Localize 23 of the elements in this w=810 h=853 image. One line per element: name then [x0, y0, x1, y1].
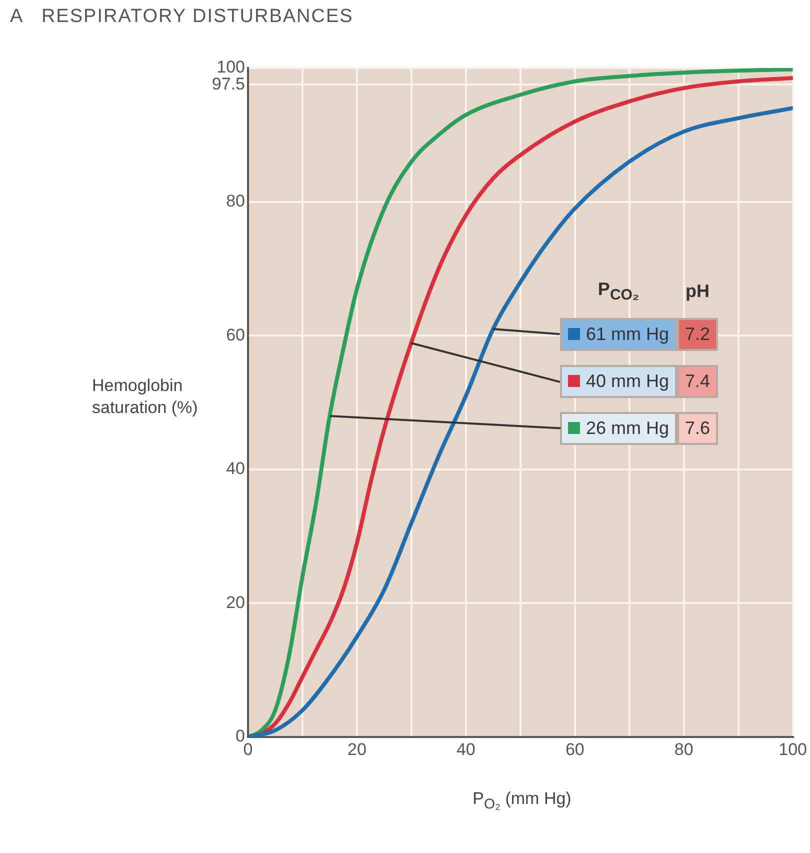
- legend-title: P$_{CO₂}$: [596, 279, 640, 304]
- y-tick-label: 97.5: [212, 74, 245, 94]
- y-tick-label: 40: [226, 459, 245, 478]
- x-axis-title: P$_{O₂}$ (mm Hg): [472, 788, 572, 814]
- y-tick-label: 0: [236, 726, 245, 746]
- annotation: 7.6: [677, 412, 718, 445]
- x-tick-label: 100: [778, 740, 808, 759]
- x-tick-label: 20: [348, 740, 366, 759]
- chart-title: A RESPIRATORY DISTURBANCES: [10, 6, 354, 28]
- y-tick-label: 20: [226, 592, 245, 612]
- annotation: 7.2: [677, 318, 718, 351]
- x-tick-label: 40: [456, 740, 476, 759]
- legend-label: 61 mm Hg: [560, 318, 678, 351]
- annotation: pH: [684, 280, 711, 303]
- annotation: 7.4: [677, 364, 718, 398]
- legend-label: 40 mm Hg: [560, 364, 678, 398]
- y-tick-label: 100: [216, 58, 245, 77]
- y-axis-title: Hemoglobin saturation (%): [92, 375, 199, 419]
- x-tick-label: 60: [565, 740, 584, 759]
- legend-label: 26 mm Hg: [560, 412, 678, 445]
- y-tick-label: 80: [226, 191, 245, 210]
- y-tick-label: 60: [226, 325, 245, 344]
- x-tick-label: 80: [674, 740, 694, 759]
